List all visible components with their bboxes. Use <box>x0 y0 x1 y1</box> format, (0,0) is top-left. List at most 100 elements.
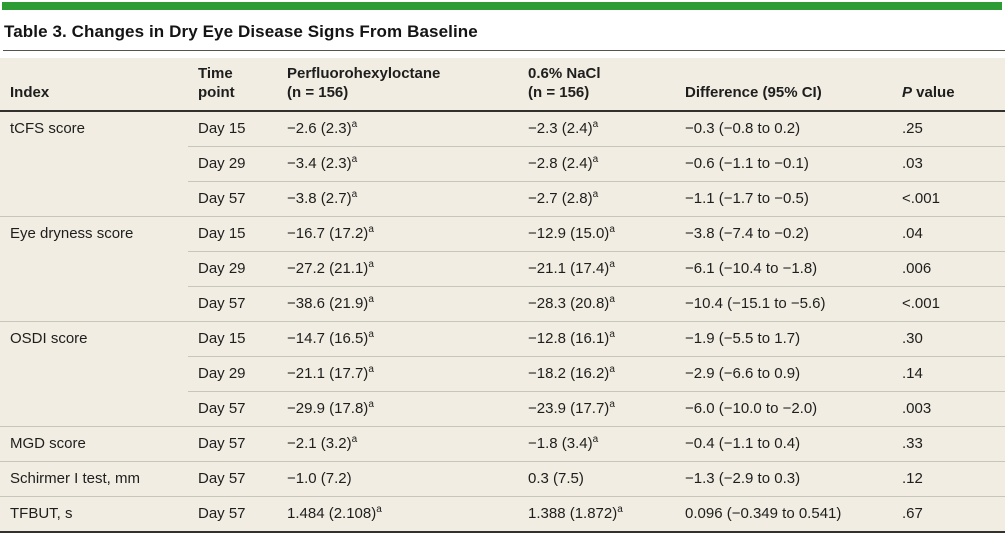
drug-cell: −1.0 (7.2) <box>277 461 518 497</box>
diff-value: −10.4 (−15.1 to −5.6) <box>685 295 826 312</box>
drug-value: −14.7 (16.5) <box>287 330 369 347</box>
pvalue-cell: .33 <box>892 426 1005 462</box>
drug-cell: −3.4 (2.3)a <box>277 146 518 182</box>
pvalue-cell: .67 <box>892 496 1005 533</box>
footnote-marker: a <box>351 154 358 165</box>
nacl-cell: −21.1 (17.4)a <box>518 251 675 287</box>
table-row: TFBUT, s Day 57 1.484 (2.108)a 1.388 (1.… <box>0 496 1005 533</box>
pvalue-cell: .25 <box>892 111 1005 147</box>
pvalue-cell: .03 <box>892 146 1005 182</box>
drug-value: −3.8 (2.7) <box>287 190 352 207</box>
footnote-marker: a <box>592 434 599 445</box>
nacl-value: −2.8 (2.4) <box>528 155 593 172</box>
diff-value: −1.9 (−5.5 to 1.7) <box>685 330 801 347</box>
footnote-marker: a <box>609 224 615 235</box>
time-cell: Day 15 <box>188 111 277 147</box>
nacl-cell: −2.3 (2.4)a <box>518 111 675 147</box>
index-label: Eye dryness score <box>10 225 134 242</box>
table-row: Day 29 −27.2 (21.1)a −21.1 (17.4)a −6.1 … <box>0 251 1005 287</box>
drug-cell: −27.2 (21.1)a <box>277 251 518 287</box>
diff-value: −0.6 (−1.1 to −0.1) <box>685 155 809 172</box>
drug-cell: −21.1 (17.7)a <box>277 356 518 392</box>
index-label: MGD score <box>10 435 86 452</box>
footnote-marker: a <box>592 189 599 200</box>
nacl-cell: −12.8 (16.1)a <box>518 321 675 357</box>
time-label: Day 29 <box>198 155 246 172</box>
diff-cell: −6.0 (−10.0 to −2.0) <box>675 391 892 427</box>
time-cell: Day 29 <box>188 251 277 287</box>
diff-cell: −6.1 (−10.4 to −1.8) <box>675 251 892 287</box>
table-row: Schirmer I test, mm Day 57 −1.0 (7.2) 0.… <box>0 461 1005 497</box>
drug-cell: −2.6 (2.3)a <box>277 111 518 147</box>
footnote-marker: a <box>368 329 374 340</box>
time-label: Day 57 <box>198 505 246 522</box>
table-row: MGD score Day 57 −2.1 (3.2)a −1.8 (3.4)a… <box>0 426 1005 462</box>
nacl-cell: −2.8 (2.4)a <box>518 146 675 182</box>
p-value: .67 <box>902 505 923 522</box>
index-cell: Eye dryness score <box>0 216 188 252</box>
index-cell <box>0 182 188 217</box>
footnote-marker: a <box>617 504 623 515</box>
pvalue-cell: .12 <box>892 461 1005 497</box>
time-cell: Day 57 <box>188 181 277 217</box>
index-cell: TFBUT, s <box>0 496 188 533</box>
drug-value: −2.6 (2.3) <box>287 120 352 137</box>
drug-cell: −38.6 (21.9)a <box>277 286 518 322</box>
diff-cell: −0.3 (−0.8 to 0.2) <box>675 111 892 147</box>
diff-cell: −1.1 (−1.7 to −0.5) <box>675 181 892 217</box>
time-label: Day 57 <box>198 400 246 417</box>
table-title: Table 3. Changes in Dry Eye Disease Sign… <box>3 22 1005 51</box>
diff-value: −6.0 (−10.0 to −2.0) <box>685 400 818 417</box>
header-text: 0.6% NaCl <box>528 65 601 82</box>
nacl-cell: 0.3 (7.5) <box>518 461 675 497</box>
drug-cell: −14.7 (16.5)a <box>277 321 518 357</box>
pvalue-cell: .003 <box>892 391 1005 427</box>
index-cell <box>0 147 188 182</box>
index-label: Schirmer I test, mm <box>10 470 141 487</box>
diff-cell: −1.3 (−2.9 to 0.3) <box>675 461 892 497</box>
index-cell <box>0 287 188 322</box>
index-cell: MGD score <box>0 426 188 462</box>
footnote-marker: a <box>351 434 358 445</box>
p-value: .25 <box>902 120 923 137</box>
index-cell: Schirmer I test, mm <box>0 461 188 497</box>
drug-value: −16.7 (17.2) <box>287 225 369 242</box>
time-cell: Day 29 <box>188 146 277 182</box>
diff-cell: −0.4 (−1.1 to 0.4) <box>675 426 892 462</box>
time-label: Day 57 <box>198 435 246 452</box>
time-label: Day 29 <box>198 365 246 382</box>
diff-value: −3.8 (−7.4 to −0.2) <box>685 225 809 242</box>
nacl-value: −18.2 (16.2) <box>528 365 610 382</box>
diff-cell: 0.096 (−0.349 to 0.541) <box>675 496 892 533</box>
table-header: Index Time point Perfluorohexyloctane (n =… <box>0 58 1005 112</box>
nacl-value: −23.9 (17.7) <box>528 400 610 417</box>
time-cell: Day 57 <box>188 391 277 427</box>
p-value: .14 <box>902 365 923 382</box>
diff-value: −0.3 (−0.8 to 0.2) <box>685 120 801 137</box>
drug-value: −38.6 (21.9) <box>287 295 369 312</box>
p-value: .30 <box>902 330 923 347</box>
table-row: Day 29 −21.1 (17.7)a −18.2 (16.2)a −2.9 … <box>0 356 1005 392</box>
footnote-marker: a <box>368 224 374 235</box>
time-cell: Day 57 <box>188 286 277 322</box>
drug-cell: −16.7 (17.2)a <box>277 216 518 252</box>
column-header-nacl: 0.6% NaCl (n = 156) <box>518 58 675 112</box>
drug-value: −3.4 (2.3) <box>287 155 352 172</box>
table-row: Day 57 −29.9 (17.8)a −23.9 (17.7)a −6.0 … <box>0 391 1005 427</box>
table-row: OSDI score Day 15 −14.7 (16.5)a −12.8 (1… <box>0 321 1005 357</box>
time-cell: Day 57 <box>188 496 277 533</box>
table-row: Day 29 −3.4 (2.3)a −2.8 (2.4)a −0.6 (−1.… <box>0 146 1005 182</box>
column-header-p-value: P value <box>892 58 1005 112</box>
table-accent-bar <box>2 2 1002 10</box>
footnote-marker: a <box>351 189 358 200</box>
header-text: point <box>198 84 235 101</box>
drug-value: −1.0 (7.2) <box>287 470 352 487</box>
p-italic: P <box>902 84 913 101</box>
time-label: Day 15 <box>198 225 246 242</box>
time-cell: Day 15 <box>188 216 277 252</box>
time-cell: Day 29 <box>188 356 277 392</box>
column-header-perfluorohexyloctane: Perfluorohexyloctane (n = 156) <box>277 58 518 112</box>
index-label: tCFS score <box>10 120 86 137</box>
table-row: Day 57 −3.8 (2.7)a −2.7 (2.8)a −1.1 (−1.… <box>0 181 1005 217</box>
footnote-marker: a <box>368 294 374 305</box>
